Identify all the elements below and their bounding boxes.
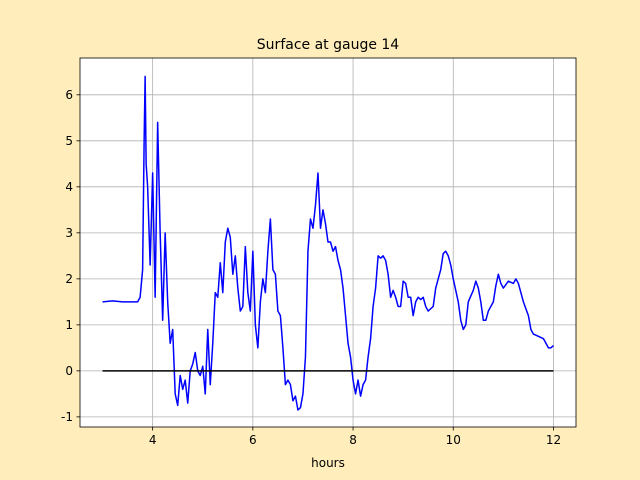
y-tick-label: 3 xyxy=(65,226,73,240)
x-tick-label: 10 xyxy=(446,433,461,447)
y-tick-label: 2 xyxy=(65,272,73,286)
chart-title: Surface at gauge 14 xyxy=(257,37,399,53)
lines xyxy=(102,75,554,411)
x-tick-label: 8 xyxy=(349,433,357,447)
y-tick-label: 5 xyxy=(65,134,73,148)
y-tick-label: -1 xyxy=(61,410,73,424)
x-tick-label: 4 xyxy=(149,433,157,447)
y-tick-label: 4 xyxy=(65,180,73,194)
x-tick-label: 12 xyxy=(546,433,561,447)
axes-frame xyxy=(79,57,577,428)
y-tick-label: 0 xyxy=(65,364,73,378)
y-tick-label: 1 xyxy=(65,318,73,332)
y-tick-label: 6 xyxy=(65,88,73,102)
x-axis-label: hours xyxy=(311,456,345,470)
series-line xyxy=(102,75,554,411)
x-tick-label: 6 xyxy=(249,433,257,447)
